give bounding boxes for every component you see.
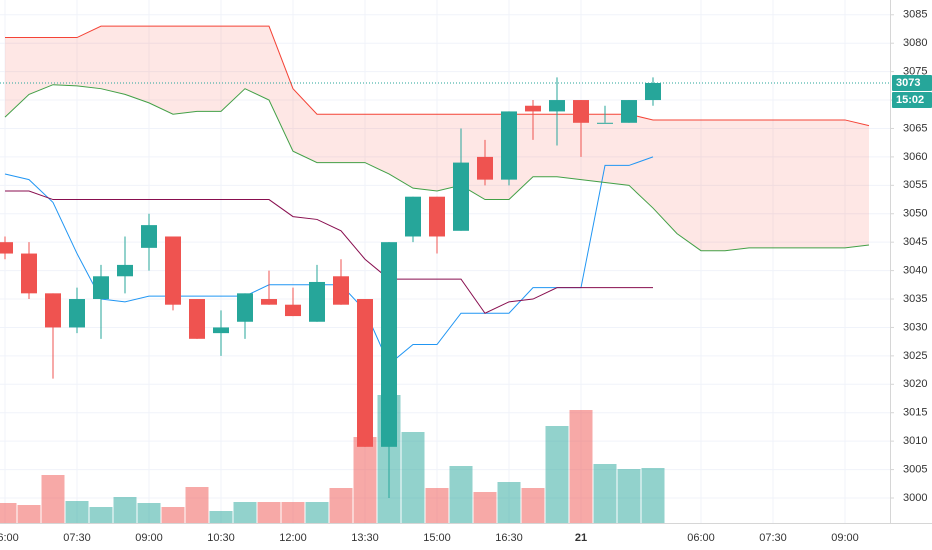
y-tick-label: 3010 — [903, 435, 927, 447]
candle-body — [117, 264, 133, 277]
y-tick-label: 3065 — [903, 122, 927, 134]
volume-bar — [449, 466, 473, 523]
candle-body — [0, 242, 13, 254]
volume-bar — [641, 468, 665, 523]
x-tick-label: 07:30 — [759, 532, 787, 544]
volume-bar — [617, 469, 641, 523]
x-tick-label: 06:00 — [687, 532, 715, 544]
volume-bar — [233, 502, 257, 523]
x-tick-label: 09:00 — [831, 532, 859, 544]
volume-bar — [545, 426, 569, 523]
countdown-label: 15:02 — [896, 94, 924, 106]
x-tick-label: 13:30 — [351, 532, 379, 544]
x-tick-label: 09:00 — [135, 532, 163, 544]
candle-body — [357, 299, 373, 447]
candle-body — [621, 100, 637, 123]
volume-bar — [41, 475, 65, 523]
candle-body — [45, 293, 61, 328]
x-tick-label: 21 — [575, 532, 587, 544]
x-tick-label: 10:30 — [207, 532, 235, 544]
indicator-line — [4, 84, 870, 252]
last-price-label: 3073 — [896, 77, 920, 89]
candle-body — [261, 299, 277, 305]
candle-body — [141, 225, 157, 248]
candle-body — [525, 105, 541, 112]
volume-bar — [281, 502, 305, 523]
volume-bar — [521, 488, 545, 523]
volume-bar — [593, 464, 617, 523]
candle-body — [477, 156, 493, 180]
volume-bar — [497, 482, 521, 523]
x-tick-label: 06:00 — [0, 532, 19, 544]
candle-body — [597, 122, 613, 124]
volume-bar — [137, 503, 161, 523]
candle-body — [21, 253, 37, 294]
y-tick-label: 3080 — [903, 37, 927, 49]
y-tick-label: 3025 — [903, 350, 927, 362]
volume-bar — [0, 503, 17, 523]
volume-bar — [401, 432, 425, 523]
candle-body — [573, 100, 589, 123]
candle-body — [645, 82, 661, 101]
last-price-box — [892, 74, 932, 91]
volume-bar — [17, 505, 41, 523]
x-tick-label: 15:00 — [423, 532, 451, 544]
y-tick-label: 3005 — [903, 463, 927, 475]
candle-body — [165, 236, 181, 305]
volume-bar — [329, 488, 353, 523]
y-tick-label: 3060 — [903, 151, 927, 163]
candle-body — [237, 293, 253, 322]
y-tick-label: 3020 — [903, 378, 927, 390]
y-tick-label: 3030 — [903, 321, 927, 333]
candle-body — [309, 281, 325, 322]
x-tick-label: 12:00 — [279, 532, 307, 544]
volume-bar — [569, 410, 593, 523]
candle-body — [405, 196, 421, 237]
volume-bar — [65, 501, 89, 523]
volume-bar — [89, 507, 113, 523]
y-tick-label: 3085 — [903, 9, 927, 21]
candle-body — [285, 304, 301, 317]
cloud-fill — [5, 26, 869, 251]
candle-body — [189, 299, 205, 339]
candle-body — [549, 100, 565, 112]
grid-layer — [0, 0, 890, 523]
countdown-box — [892, 91, 932, 108]
candle-body — [429, 196, 445, 237]
y-tick-label: 3000 — [903, 492, 927, 504]
plot-area — [0, 0, 890, 523]
indicator-line — [5, 190, 653, 314]
volume-bar — [209, 511, 233, 523]
y-tick-label: 3015 — [903, 407, 927, 419]
y-tick-label: 3055 — [903, 179, 927, 191]
indicator-line — [4, 156, 654, 366]
volume-bar — [161, 507, 185, 523]
volume-bar — [473, 492, 497, 523]
volume-bar — [353, 437, 377, 523]
volume-bar — [257, 502, 281, 523]
volume-bar — [113, 497, 137, 523]
indicator-line — [5, 25, 870, 127]
candle-body — [501, 111, 517, 180]
candle-body — [93, 276, 109, 300]
candle-body — [381, 242, 397, 447]
y-tick-label: 3040 — [903, 265, 927, 277]
candle-body — [69, 299, 85, 328]
y-tick-label: 3050 — [903, 208, 927, 220]
candle-body — [213, 327, 229, 334]
candle-body — [333, 276, 349, 305]
candle-body — [453, 162, 469, 231]
volume-bar — [185, 487, 209, 523]
y-tick-label: 3075 — [903, 66, 927, 78]
volume-bar — [425, 488, 449, 523]
x-tick-label: 07:30 — [63, 532, 91, 544]
y-tick-label: 3045 — [903, 236, 927, 248]
volume-bar — [305, 502, 329, 523]
y-tick-label: 3035 — [903, 293, 927, 305]
x-tick-label: 16:30 — [495, 532, 523, 544]
